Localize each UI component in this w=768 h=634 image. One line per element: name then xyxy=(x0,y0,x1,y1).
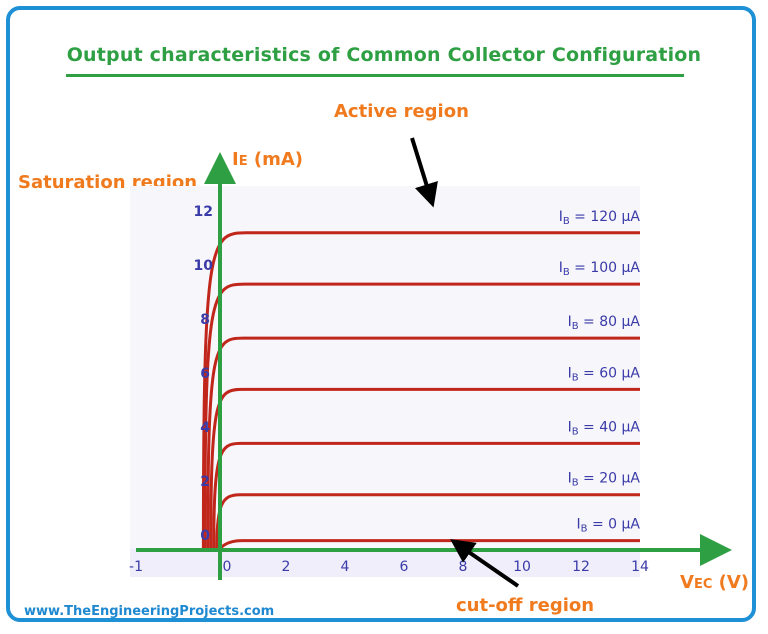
y-tick-label: 2 xyxy=(200,474,210,490)
curve-ib-1 xyxy=(203,282,640,551)
x-tick-label: 14 xyxy=(631,559,649,575)
series-label: IB = 120 μA xyxy=(559,209,641,227)
y-tick-label: 4 xyxy=(200,420,210,436)
curve-ib-2 xyxy=(206,336,640,551)
y-tick-label: 6 xyxy=(200,366,210,382)
cutoff-region-arrow xyxy=(450,539,520,588)
x-tick-label: 6 xyxy=(400,559,409,575)
x-tick-label: 12 xyxy=(572,559,590,575)
curve-ib-0 xyxy=(201,231,640,551)
cutoff-region-label: cut-off region xyxy=(456,595,595,616)
series-label: IB = 60 μA xyxy=(568,365,641,383)
active-region-label: Active region xyxy=(334,101,469,122)
series-label: IB = 20 μA xyxy=(568,471,641,489)
active-region-arrow xyxy=(410,137,438,208)
curve-ib-3 xyxy=(209,387,640,551)
x-tick-label: 4 xyxy=(341,559,350,575)
x-axis-label: VEC (V) xyxy=(680,572,749,593)
y-axis-label: IE (mA) xyxy=(232,149,303,170)
y-tick-label: 8 xyxy=(200,312,210,328)
series-label: IB = 80 μA xyxy=(568,314,641,332)
y-tick-label: 0 xyxy=(200,528,210,544)
title-underline xyxy=(66,74,684,77)
chart-title: Output characteristics of Common Collect… xyxy=(66,44,702,66)
series-label: IB = 40 μA xyxy=(568,419,641,437)
x-tick-label: 2 xyxy=(282,559,291,575)
y-tick-label: 10 xyxy=(194,258,214,274)
x-tick-label: -1 xyxy=(129,559,143,575)
x-tick-label: 8 xyxy=(459,559,468,575)
x-tick-label: 0 xyxy=(223,559,232,575)
series-label: IB = 100 μA xyxy=(559,260,641,278)
x-tick-label: 10 xyxy=(513,559,531,575)
series-label: IB = 0 μA xyxy=(577,517,641,535)
x-tick-band xyxy=(130,549,640,577)
footer-website: www.TheEngineeringProjects.com xyxy=(24,604,275,619)
curve-ib-5 xyxy=(215,493,640,551)
y-tick-label: 12 xyxy=(194,204,213,220)
